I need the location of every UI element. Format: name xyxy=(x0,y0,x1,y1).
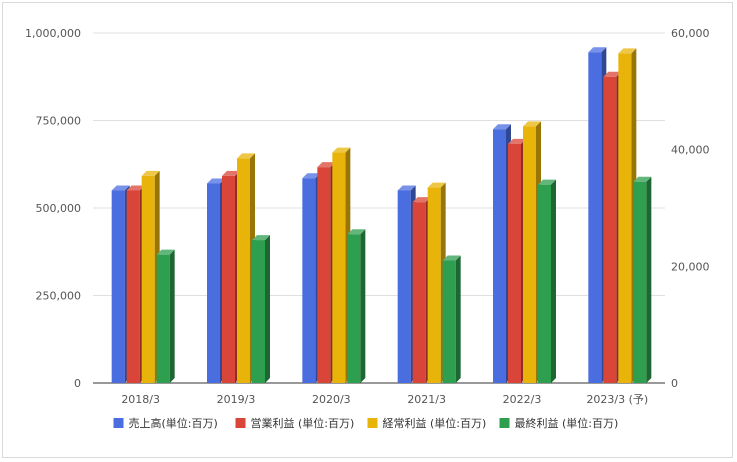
bar-top xyxy=(508,138,526,144)
bar-top xyxy=(588,47,607,53)
bar-front xyxy=(317,167,331,383)
bar-front xyxy=(633,181,647,383)
category-label: 2021/3 xyxy=(407,393,446,406)
bar-front xyxy=(302,178,316,383)
left-axis-tick-label: 750,000 xyxy=(36,115,82,128)
chart-svg: 0 250,000 500,000 750,000 1,000,000 0 20,000 4… xyxy=(25,27,710,430)
legend-label: 経常利益 (単位:百万) xyxy=(383,416,487,430)
bar-front xyxy=(618,53,632,384)
bar-top xyxy=(317,162,336,168)
bar-top xyxy=(237,153,255,159)
category-label: 2019/3 xyxy=(217,393,256,406)
bar-top xyxy=(126,185,145,191)
bar-front xyxy=(156,254,170,383)
bar-front xyxy=(538,184,551,383)
bar-top xyxy=(141,170,160,176)
bar-front xyxy=(237,158,250,383)
bar-front xyxy=(126,190,140,383)
bar xyxy=(252,235,270,383)
bar-top xyxy=(347,229,366,235)
bar-side xyxy=(360,229,366,383)
bar-front xyxy=(588,52,602,383)
bar-top xyxy=(207,178,225,184)
bar-front xyxy=(508,143,521,383)
bar-front xyxy=(347,234,361,383)
bar-top xyxy=(523,121,541,127)
legend-label: 営業利益 (単位:百万) xyxy=(251,416,355,430)
bar-top xyxy=(493,124,511,130)
bar-top xyxy=(618,48,637,54)
bar-front xyxy=(111,190,125,383)
bar-front xyxy=(397,190,411,383)
right-axis-tick-label: 20,000 xyxy=(671,260,710,273)
legend-swatch xyxy=(367,418,378,428)
bar-front xyxy=(222,175,235,383)
bar-top xyxy=(412,197,431,203)
legend-item: 最終利益 (単位:百万) xyxy=(499,416,619,430)
left-axis-tick-label: 250,000 xyxy=(36,290,82,303)
legend-item: 営業利益 (単位:百万) xyxy=(235,416,355,430)
legend-item: 売上高(単位:百万) xyxy=(113,416,218,430)
bar-side xyxy=(169,249,175,383)
gridlines xyxy=(93,32,665,384)
bar xyxy=(347,229,366,383)
bar xyxy=(538,179,556,383)
legend-label: 売上高(単位:百万) xyxy=(129,416,218,430)
right-axis-tick-label: 40,000 xyxy=(671,144,710,157)
legend-label: 最終利益 (単位:百万) xyxy=(515,416,619,430)
bar xyxy=(442,255,461,383)
bar-side xyxy=(455,255,461,383)
category-labels: 2018/3 2019/3 2020/3 2021/3 2022/3 2023/3 (予) xyxy=(121,393,648,406)
bar-top xyxy=(442,255,461,261)
category-label: 2018/3 xyxy=(121,393,160,406)
left-axis-tick-label: 500,000 xyxy=(36,202,82,215)
bar xyxy=(156,249,175,383)
category-label: 2022/3 xyxy=(503,393,542,406)
bar-top xyxy=(156,249,175,255)
bar-top xyxy=(538,179,556,185)
right-axis-tick-labels: 0 20,000 40,000 60,000 xyxy=(671,27,710,390)
bar-front xyxy=(141,175,155,383)
bar-top xyxy=(633,176,652,182)
bar-top xyxy=(427,182,446,188)
bars xyxy=(111,47,652,384)
bar-top xyxy=(111,185,130,191)
bar-front xyxy=(427,187,441,383)
category-label: 2023/3 (予) xyxy=(586,393,648,406)
legend: 売上高(単位:百万) 営業利益 (単位:百万) 経常利益 (単位:百万) 最終利益 (… xyxy=(113,416,619,430)
chart-frame: 0 250,000 500,000 750,000 1,000,000 0 20,000 4… xyxy=(2,2,733,458)
legend-item: 経常利益 (単位:百万) xyxy=(367,416,487,430)
bar-front xyxy=(442,260,456,383)
bar-top xyxy=(222,170,240,176)
right-axis-tick-label: 0 xyxy=(671,377,678,390)
bar-side xyxy=(551,179,556,383)
legend-swatch xyxy=(235,418,246,428)
bar-front xyxy=(252,240,265,383)
bar-front xyxy=(493,129,506,383)
bar-top xyxy=(302,173,321,179)
left-axis-tick-label: 0 xyxy=(74,377,81,390)
left-axis-tick-labels: 0 250,000 500,000 750,000 1,000,000 xyxy=(25,27,81,390)
bar xyxy=(633,176,652,383)
bar-top xyxy=(397,185,416,191)
bar-front xyxy=(412,202,426,383)
bar-front xyxy=(603,76,617,383)
bar-top xyxy=(603,71,622,77)
legend-swatch xyxy=(113,418,124,428)
bar-front xyxy=(207,183,220,383)
legend-swatch xyxy=(499,418,510,428)
bar-front xyxy=(523,126,536,383)
right-axis-tick-label: 60,000 xyxy=(671,27,710,40)
category-label: 2020/3 xyxy=(312,393,351,406)
bar-side xyxy=(265,235,270,383)
bar-side xyxy=(646,176,652,383)
bar-top xyxy=(332,147,351,153)
bar-front xyxy=(332,152,346,383)
left-axis-tick-label: 1,000,000 xyxy=(25,27,81,40)
bar-top xyxy=(252,235,270,241)
